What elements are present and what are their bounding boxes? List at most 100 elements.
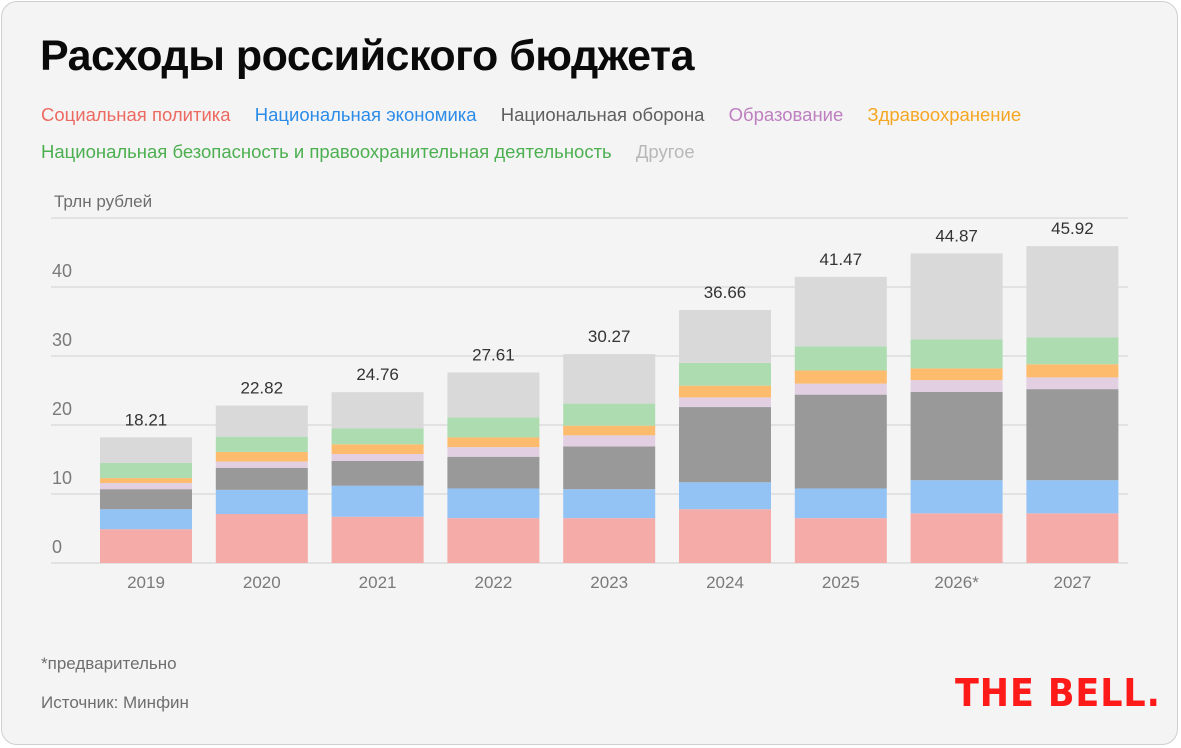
legend-row-2: Национальная безопасность и правоохранит…	[41, 141, 714, 163]
bar-segment	[447, 447, 540, 457]
bar-segment	[794, 370, 887, 384]
bar-segment	[679, 397, 771, 408]
bar-segment	[910, 480, 1003, 514]
bar-segment	[910, 391, 1003, 481]
bar-segment	[215, 405, 308, 437]
y-axis-unit-label: Трлн рублей	[54, 192, 153, 211]
bar-segment	[563, 435, 656, 447]
bar-segment	[910, 513, 1003, 563]
x-tick-label: 2023	[590, 573, 628, 592]
bar-total-label: 36.66	[704, 283, 747, 302]
legend-row-1: Социальная политика Национальная экономи…	[41, 104, 1040, 126]
legend-item-education: Образование	[728, 104, 844, 125]
bar-total-label: 24.76	[356, 365, 399, 384]
bar-segment	[910, 368, 1003, 381]
bar-segment	[794, 394, 887, 489]
bar-segment	[1026, 480, 1119, 514]
bar-segment	[910, 253, 1003, 340]
bar-segment	[215, 489, 308, 515]
y-tick-label: 30	[52, 330, 72, 350]
bar-total-label: 41.47	[820, 250, 863, 269]
bar-segment	[679, 482, 771, 510]
bar-segment	[100, 489, 192, 510]
bar-segment	[331, 460, 424, 486]
bar-segment	[679, 509, 771, 563]
bar-total-label: 27.61	[472, 345, 515, 364]
bar-segment	[331, 453, 424, 461]
bar-segment	[100, 529, 192, 563]
bar-segment	[1026, 389, 1119, 481]
bar-segment	[100, 462, 192, 479]
legend-item-national-security: Национальная безопасность и правоохранит…	[41, 141, 612, 162]
y-tick-label: 0	[52, 537, 62, 557]
bar-segment	[1026, 337, 1119, 365]
bar-segment	[563, 489, 656, 519]
bar-segment	[215, 436, 308, 452]
bar-segment	[679, 310, 771, 363]
the-bell-logo: THE BELL.	[955, 671, 1161, 715]
bar-segment	[563, 446, 656, 490]
x-tick-label: 2025	[822, 573, 860, 592]
y-tick-label: 40	[52, 261, 72, 281]
x-tick-label: 2024	[706, 573, 744, 592]
bar-segment	[100, 478, 192, 483]
bar-segment	[447, 437, 540, 448]
bar-segment	[1026, 377, 1119, 390]
bar-segment	[679, 385, 771, 398]
bar-segment	[447, 372, 540, 418]
bar-segment	[794, 488, 887, 519]
y-tick-label: 10	[52, 468, 72, 488]
x-tick-label: 2020	[243, 573, 281, 592]
bar-segment	[910, 339, 1003, 369]
bar-segment	[447, 488, 540, 519]
legend-item-healthcare: Здравоохранение	[867, 104, 1022, 125]
bar-segment	[447, 417, 540, 438]
bar-segment	[331, 516, 424, 563]
bar-segment	[447, 456, 540, 489]
bar-total-label: 22.82	[241, 379, 284, 398]
bar-segment	[331, 485, 424, 517]
bar-segment	[215, 461, 308, 468]
chart-title: Расходы российского бюджета	[40, 32, 695, 80]
legend-item-national-economy: Национальная экономика	[254, 104, 477, 125]
bar-total-label: 18.21	[125, 410, 168, 429]
legend-item-national-defense: Национальная оборона	[500, 104, 705, 125]
bar-segment	[331, 392, 424, 429]
bar-segment	[331, 428, 424, 445]
bar-segment	[794, 518, 887, 563]
bar-segment	[447, 518, 540, 563]
source-note: Источник: Минфин	[41, 693, 189, 712]
bar-segment	[563, 518, 656, 563]
bar-segment	[563, 425, 656, 436]
bar-segment	[794, 383, 887, 395]
bar-segment	[100, 437, 192, 463]
x-tick-label: 2022	[474, 573, 512, 592]
bar-segment	[910, 380, 1003, 392]
bar-total-label: 30.27	[588, 327, 631, 346]
legend-item-other: Другое	[635, 141, 695, 162]
bar-segment	[679, 362, 771, 386]
x-tick-label: 2021	[359, 573, 397, 592]
bar-segment	[331, 444, 424, 454]
bar-segment	[563, 354, 656, 404]
y-tick-label: 20	[52, 399, 72, 419]
bar-segment	[794, 346, 887, 371]
bar-segment	[1026, 513, 1119, 563]
bar-segment	[794, 276, 887, 347]
x-tick-label: 2026*	[934, 573, 979, 592]
bar-segment	[215, 467, 308, 490]
bar-segment	[679, 407, 771, 483]
bar-segment	[1026, 246, 1119, 338]
bar-segment	[100, 482, 192, 490]
footnote: *предварительно	[41, 654, 177, 673]
bar-segment	[100, 509, 192, 530]
x-tick-label: 2019	[127, 573, 165, 592]
x-tick-label: 2027	[1053, 573, 1091, 592]
bar-total-label: 44.87	[935, 226, 978, 245]
bar-segment	[215, 514, 308, 563]
bar-segment	[1026, 364, 1119, 378]
legend-item-social-policy: Социальная политика	[41, 104, 231, 125]
bar-total-label: 45.92	[1051, 219, 1094, 238]
bar-segment	[563, 403, 656, 426]
